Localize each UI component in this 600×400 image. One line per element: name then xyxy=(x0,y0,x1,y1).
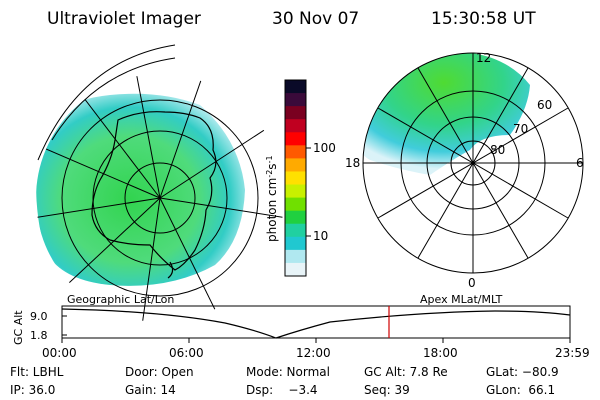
x-tick-label-0000: 00:00 xyxy=(42,346,77,360)
y-tick-label-max: 9.0 xyxy=(30,310,48,323)
status-seq: Seq: 39 xyxy=(364,383,410,397)
mlt-label-18: 18 xyxy=(345,156,360,170)
status-filter: Flt: LBHL xyxy=(10,365,64,379)
colorbar-frame xyxy=(284,79,307,277)
colorbar-stripe xyxy=(285,184,306,199)
colorbar-stripe xyxy=(285,132,306,146)
mlat-label-70: 70 xyxy=(513,122,528,136)
colorbar-stripe xyxy=(285,119,306,133)
colorbar-stripe xyxy=(285,236,306,251)
colorbar-stripe xyxy=(285,158,306,172)
status-mode: Mode: Normal xyxy=(246,365,330,379)
colorbar-stripe xyxy=(285,249,306,264)
x-tick-label-1800: 18:00 xyxy=(423,346,458,360)
mlat-label-80: 80 xyxy=(490,143,505,157)
x-tick-label-1200: 12:00 xyxy=(296,346,331,360)
mlt-label-12: 12 xyxy=(476,51,491,65)
colorbar-stripe xyxy=(285,262,306,277)
antarctica-coastline xyxy=(91,111,217,279)
colorbar-tick-label-10: 10 xyxy=(313,229,328,243)
colorbar-stripe xyxy=(285,210,306,225)
colorbar-stripe xyxy=(285,223,306,238)
status-gain: Gain: 14 xyxy=(125,383,176,397)
instrument-title: Ultraviolet Imager xyxy=(47,9,201,29)
colorbar: 100 10 photon cm-2s-1 xyxy=(265,79,336,277)
colorbar-stripe xyxy=(285,197,306,212)
x-tick-label-2359: 23:59 xyxy=(555,346,590,360)
magnetic-image-panel: 12 18 6 0 60 70 80 xyxy=(345,51,584,290)
colorbar-stripe xyxy=(285,171,306,186)
mlt-label-6: 6 xyxy=(576,156,584,170)
geographic-image-panel xyxy=(36,44,284,322)
colorbar-stripes xyxy=(285,80,306,277)
y-tick-label-min: 1.8 xyxy=(30,329,48,342)
colorbar-stripe xyxy=(285,145,306,159)
altitude-curve xyxy=(61,308,571,339)
colorbar-stripe xyxy=(285,93,306,107)
status-gc-alt: GC Alt: 7.8 Re xyxy=(364,365,448,379)
colorbar-stripe xyxy=(285,106,306,120)
status-ip: IP: 36.0 xyxy=(10,383,55,397)
mlt-label-0: 0 xyxy=(468,276,476,290)
colorbar-stripe xyxy=(285,80,306,94)
status-glon: GLon: 66.1 xyxy=(486,383,555,397)
mlat-label-60: 60 xyxy=(537,98,552,112)
status-readout: Flt: LBHL Door: Open Mode: Normal GC Alt… xyxy=(10,365,559,397)
status-dsp: Dsp: −3.4 xyxy=(246,383,318,397)
orbit-altitude-panel: Geographic Lat/Lon Apex MLat/MLT GC Alt … xyxy=(12,293,590,360)
date-label: 30 Nov 07 xyxy=(272,9,359,29)
apex-label: Apex MLat/MLT xyxy=(420,293,503,306)
gc-alt-axis-title: GC Alt xyxy=(12,310,25,345)
colorbar-unit-label: photon cm-2s-1 xyxy=(265,155,280,242)
status-glat: GLat: −80.9 xyxy=(486,365,559,379)
geographic-label: Geographic Lat/Lon xyxy=(67,293,174,306)
geographic-outer-arcs xyxy=(37,44,176,161)
status-door: Door: Open xyxy=(125,365,194,379)
magnetic-grid xyxy=(362,52,584,274)
colorbar-tick-label-100: 100 xyxy=(313,141,336,155)
time-label: 15:30:58 UT xyxy=(431,9,536,29)
x-tick-label-0600: 06:00 xyxy=(169,346,204,360)
